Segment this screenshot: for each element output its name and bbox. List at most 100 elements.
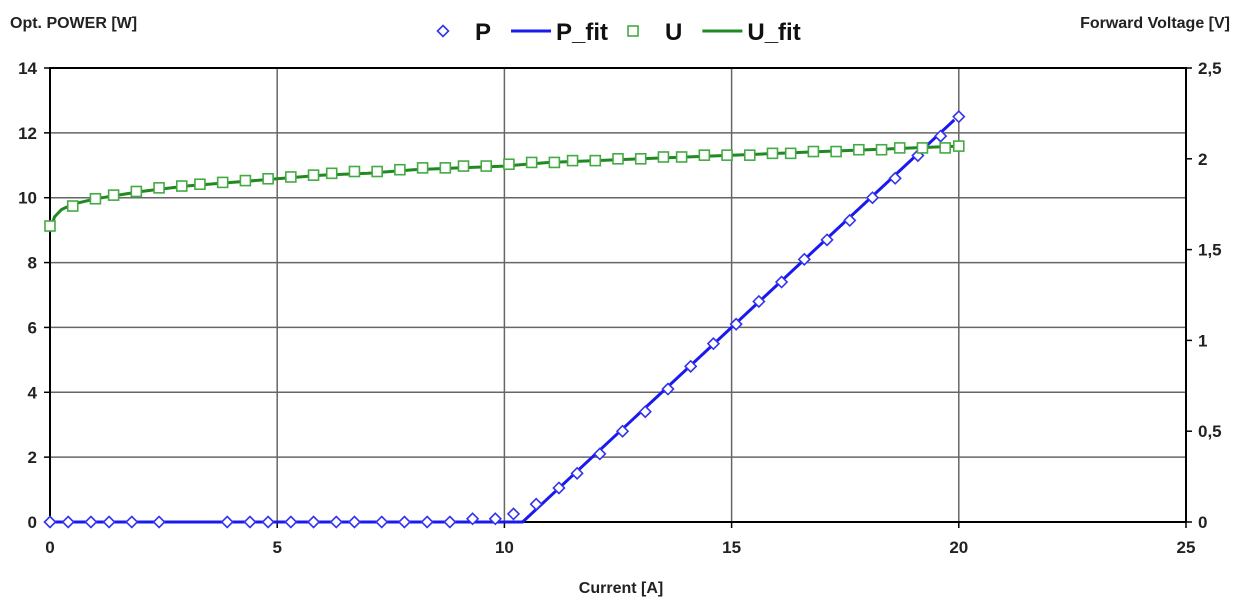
x-tick-label: 20	[949, 538, 968, 557]
left-tick-label: 12	[18, 124, 37, 143]
right-tick-label: 1	[1198, 331, 1207, 350]
data-point-u	[480, 160, 493, 172]
legend-swatch-u	[627, 25, 639, 37]
data-point-u	[153, 182, 165, 194]
x-axis-title: Current [A]	[579, 580, 663, 597]
legend-label-p-fit: P_fit	[556, 19, 608, 46]
x-tick-label: 5	[272, 538, 281, 557]
data-point-u	[916, 142, 929, 154]
data-point-p	[706, 337, 721, 351]
data-point-u	[548, 156, 561, 169]
legend-label-u: U	[665, 19, 682, 46]
data-point-p	[243, 515, 257, 529]
data-point-p	[220, 515, 234, 529]
data-point-p	[752, 294, 766, 309]
data-point-u	[130, 185, 143, 198]
data-point-p	[125, 515, 139, 529]
legend-label-u-fit: U_fit	[747, 19, 800, 46]
grid	[50, 68, 1186, 522]
data-point-u	[893, 142, 906, 154]
data-point-p	[306, 515, 321, 529]
data-point-p	[61, 515, 75, 529]
data-point-u	[175, 180, 188, 192]
right-tick-label: 0,5	[1198, 422, 1222, 441]
data-point-p	[261, 515, 275, 529]
data-point-u	[239, 174, 252, 187]
data-point-p	[506, 507, 521, 521]
data-point-u	[262, 172, 274, 185]
right-tick-label: 2,5	[1198, 59, 1222, 78]
data-point-u	[566, 154, 579, 167]
left-axis-ticks: 0 2 4 6 8 10 12 14	[18, 59, 50, 532]
data-point-p	[375, 515, 389, 529]
left-tick-label: 6	[28, 318, 37, 337]
right-axis-title: Forward Voltage [V]	[1080, 15, 1230, 32]
data-point-u	[457, 160, 470, 172]
data-point-u	[89, 192, 102, 205]
data-point-p	[43, 515, 57, 529]
left-tick-label: 10	[18, 189, 37, 208]
data-point-u	[394, 163, 406, 176]
data-point-p	[774, 275, 789, 289]
data-point-u	[657, 151, 670, 163]
data-point-p	[615, 424, 630, 438]
x-tick-label: 10	[495, 538, 514, 557]
left-tick-label: 4	[28, 383, 38, 402]
data-point-p	[329, 515, 343, 529]
data-point-p	[552, 481, 566, 495]
right-tick-label: 0	[1198, 513, 1207, 532]
plot-frame	[49, 67, 1187, 523]
legend-label-p: P	[475, 19, 491, 46]
data-point-p	[865, 191, 880, 205]
x-tick-label: 15	[722, 538, 741, 557]
data-point-p	[638, 405, 652, 419]
right-tick-label: 2	[1198, 150, 1207, 169]
data-point-p	[797, 252, 811, 266]
right-tick-label: 1,5	[1198, 241, 1222, 260]
data-point-p	[952, 110, 966, 124]
right-axis-ticks: 0 0,5 1 1,5 2 2,5	[1186, 59, 1222, 532]
data-point-p	[729, 317, 743, 331]
data-point-p	[843, 213, 857, 228]
data-point-u	[44, 220, 56, 232]
data-point-p	[84, 515, 98, 529]
data-point-u	[503, 158, 515, 171]
data-point-p	[347, 515, 362, 529]
left-axis-title: Opt. POWER [W]	[10, 15, 137, 32]
data-point-u	[784, 147, 797, 160]
legend-swatch-p	[436, 24, 450, 38]
data-point-p	[529, 497, 543, 511]
data-point-u	[743, 149, 756, 161]
data-point-u	[698, 149, 711, 161]
left-tick-label: 2	[28, 448, 37, 467]
data-point-p	[488, 512, 502, 526]
data-point-p	[397, 515, 412, 529]
data-point-u	[589, 154, 602, 167]
left-tick-label: 0	[28, 513, 37, 532]
data-point-u	[612, 153, 624, 165]
data-point-u	[634, 153, 647, 165]
data-point-u	[853, 143, 865, 156]
data-point-u	[939, 142, 951, 154]
data-point-p	[684, 359, 698, 373]
data-point-p	[284, 515, 298, 529]
data-point-u	[285, 171, 297, 183]
data-point-p	[593, 447, 607, 461]
data-point-p	[570, 466, 584, 480]
data-point-p	[933, 129, 948, 143]
data-point-u	[216, 176, 229, 189]
data-point-u	[807, 145, 820, 158]
left-tick-label: 14	[18, 59, 37, 78]
data-point-p	[102, 515, 116, 529]
series-markers	[43, 110, 966, 529]
data-point-u	[525, 156, 538, 169]
data-point-p	[420, 515, 434, 529]
x-tick-label: 25	[1177, 538, 1196, 557]
data-point-u	[416, 162, 429, 174]
data-point-u	[952, 140, 965, 152]
legend: P P_fit U U_fit	[436, 19, 801, 46]
data-point-u	[721, 149, 733, 161]
data-point-p	[888, 171, 902, 185]
data-point-u	[875, 143, 888, 156]
